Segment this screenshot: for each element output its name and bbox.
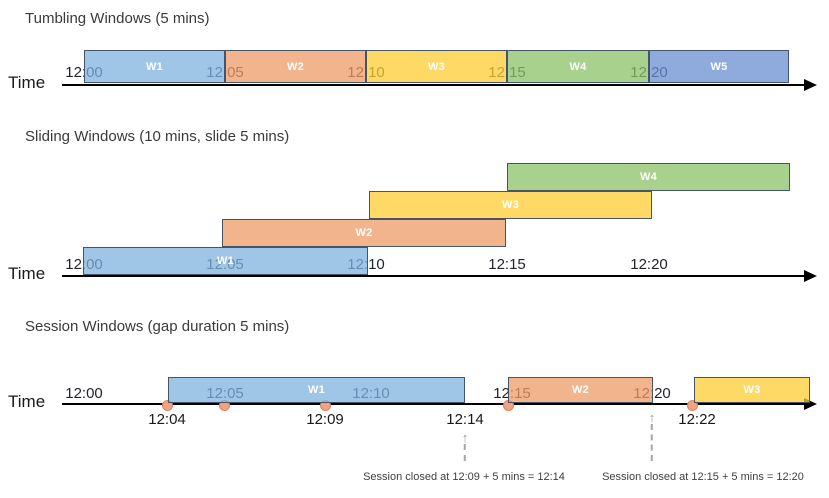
- sliding-window-w2-label: W2: [355, 227, 373, 239]
- tumbling-window-w5: W5: [649, 50, 789, 83]
- session-event-time-1222: 12:22: [678, 411, 716, 428]
- tumbling-window-w4-label: W4: [569, 60, 587, 73]
- session-window-w2-label: W2: [571, 384, 590, 396]
- tumbling-section-title: Tumbling Windows (5 mins): [25, 10, 210, 27]
- tumbling-window-w5-label: W5: [710, 60, 728, 73]
- sliding-window-w3-label: W3: [501, 199, 520, 211]
- tumbling-window-w2-label: W2: [286, 60, 305, 73]
- event-dot-1222: [687, 400, 698, 411]
- dashed-arrow-up-icon: ↑: [461, 430, 469, 445]
- session-window-w1-label: W1: [307, 384, 326, 396]
- tumbling-time-axis-label: Time: [8, 73, 46, 92]
- sliding-window-w1: W1: [83, 247, 368, 275]
- session-close-arrow-1: ↑: [461, 430, 469, 461]
- tumbling-window-w3-label: W3: [427, 60, 446, 73]
- sliding-window-w4-label: W4: [639, 171, 658, 183]
- session-close-arrow-2: ↑: [648, 410, 656, 461]
- dashed-arrow-up-icon: ↑: [648, 410, 656, 425]
- sliding-window-w2: W2: [222, 219, 506, 247]
- session-closed-annotation-2: Session closed at 12:15 + 5 mins = 12:20: [602, 471, 804, 483]
- sliding-window-w1-label: W1: [216, 255, 235, 267]
- dashed-arrow-shaft: [651, 424, 653, 461]
- session-window-w2: W2: [508, 377, 653, 403]
- session-window-w3-label: W3: [743, 384, 761, 396]
- sliding-tick-1220: 12:20: [630, 256, 668, 273]
- tumbling-time-axis: [62, 84, 808, 86]
- dashed-arrow-shaft: [464, 444, 466, 461]
- tumbling-window-w1-label: W1: [145, 60, 164, 73]
- session-section-title: Session Windows (gap duration 5 mins): [25, 318, 290, 335]
- tumbling-window-w1: W1: [84, 50, 225, 83]
- session-closed-annotation-1: Session closed at 12:09 + 5 mins = 12:14: [363, 471, 565, 483]
- tumbling-window-w4: W4: [507, 50, 649, 83]
- sliding-axis-arrowhead-icon: [804, 270, 817, 282]
- session-tick-1200: 12:00: [65, 385, 103, 402]
- session-time-axis: [62, 403, 808, 405]
- session-window-w3: W3: [694, 377, 810, 403]
- tumbling-window-w3: W3: [366, 50, 507, 83]
- event-dot-1204: [162, 400, 173, 411]
- session-event-time-1214: 12:14: [446, 411, 484, 428]
- sliding-window-w4: W4: [507, 163, 790, 191]
- sliding-time-axis-label: Time: [8, 264, 46, 283]
- session-event-time-1204: 12:04: [148, 411, 186, 428]
- sliding-tick-1215: 12:15: [488, 256, 526, 273]
- sliding-window-w3: W3: [369, 191, 652, 219]
- sliding-time-axis: [62, 275, 808, 277]
- session-time-axis-label: Time: [8, 392, 46, 411]
- session-event-time-1209: 12:09: [306, 411, 344, 428]
- sliding-section-title: Sliding Windows (10 mins, slide 5 mins): [25, 128, 290, 145]
- session-window-w1: W1: [168, 377, 465, 403]
- tumbling-window-w2: W2: [225, 50, 366, 83]
- tumbling-axis-arrowhead-icon: [804, 79, 817, 91]
